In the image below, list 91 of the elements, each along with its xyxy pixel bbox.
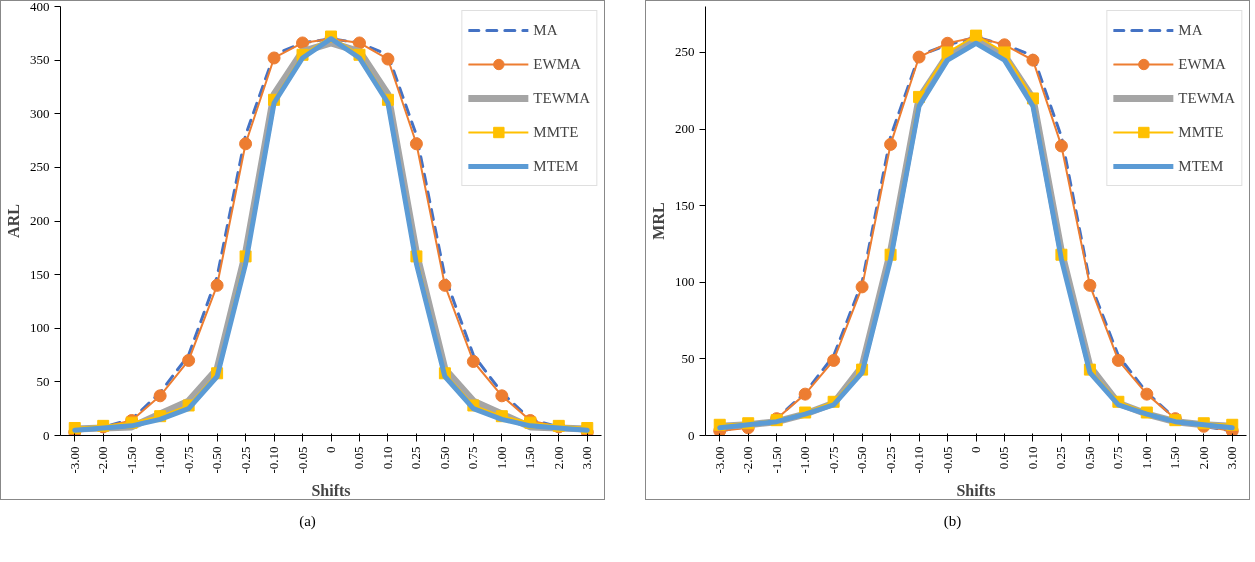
x-tick-label: 1.50 [1167, 446, 1183, 470]
y-tick-label: 200 [675, 121, 695, 137]
legend-label: MMTE [1178, 122, 1224, 142]
x-tick-label: 0.10 [1024, 446, 1040, 470]
point [409, 137, 423, 151]
legend-label: MMTE [533, 122, 579, 142]
point [1054, 139, 1068, 153]
point [153, 389, 167, 403]
y-axis-title: MRL [650, 202, 667, 240]
point [296, 36, 310, 50]
x-tick-label: -2.00 [95, 446, 111, 474]
point [466, 355, 480, 368]
x-tick-label: -1.50 [123, 446, 139, 474]
x-tick-label: -3.00 [66, 446, 82, 474]
y-axis-title: ARL [5, 204, 22, 238]
point [1083, 278, 1097, 292]
y-tick-label: 350 [30, 52, 50, 68]
x-tick-label: 0.50 [436, 446, 452, 470]
x-tick-label: -0.50 [854, 446, 870, 474]
point [855, 280, 869, 294]
point [182, 353, 196, 367]
x-tick-label: 0.75 [465, 446, 481, 470]
y-tick-label: 0 [43, 427, 50, 443]
legend-label: EWMA [1178, 54, 1226, 74]
x-tick-label: 3.00 [579, 446, 595, 470]
text: (b) [943, 512, 962, 531]
point [239, 137, 253, 151]
y-tick-label: 50 [681, 350, 695, 366]
x-tick-label: -3.00 [711, 446, 727, 474]
x-tick-label: -0.10 [266, 446, 282, 474]
point [381, 52, 395, 66]
x-tick-label: 0.25 [1053, 446, 1069, 470]
x-tick-label: 0.75 [1110, 446, 1126, 470]
point [1026, 53, 1040, 67]
y-tick-label: 100 [30, 320, 50, 336]
point [352, 36, 366, 50]
x-tick-label: -0.25 [882, 446, 898, 474]
y-tick-label: 300 [30, 105, 50, 121]
point [495, 389, 509, 403]
point [267, 51, 281, 65]
x-tick-label: -1.50 [768, 446, 784, 474]
y-tick-label: 250 [675, 44, 695, 60]
x-tick-label: -0.50 [209, 446, 225, 474]
y-tick-label: 150 [30, 266, 50, 282]
legend-label: MTEM [533, 156, 579, 176]
x-tick-label: -1.00 [152, 446, 168, 474]
y-tick-label: 100 [675, 274, 695, 290]
x-tick-label: 0.25 [408, 446, 424, 470]
x-tick-label: 0.05 [351, 446, 367, 470]
x-tick-label: 3.00 [1224, 446, 1240, 470]
x-tick-label: 0.10 [379, 446, 395, 470]
x-tick-label: -0.25 [237, 446, 253, 474]
x-tick-label: -0.05 [294, 446, 310, 474]
x-tick-label: 1.50 [522, 446, 538, 470]
legend-label: TEWMA [533, 88, 590, 108]
legend-label: TEWMA [1178, 88, 1235, 108]
text: (a) [299, 512, 316, 531]
x-tick-label: 1.00 [1138, 446, 1154, 470]
x-tick-label: -0.75 [825, 446, 841, 474]
x-tick-label: -0.75 [180, 446, 196, 474]
y-tick-label: 400 [30, 0, 50, 14]
y-tick-label: 200 [30, 213, 50, 228]
x-tick-label: -0.05 [939, 446, 955, 474]
x-tick-label: 2.00 [1195, 446, 1211, 470]
y-tick-label: 250 [30, 159, 50, 175]
y-tick-label: 50 [36, 373, 50, 389]
x-tick-label: 2.00 [550, 446, 566, 470]
x-tick-label: -1.00 [797, 446, 813, 474]
legend-label: MA [1178, 20, 1203, 40]
y-tick-label: 0 [688, 427, 695, 443]
x-tick-label: 0 [323, 446, 338, 453]
legend-label: EWMA [533, 54, 581, 74]
x-tick-label: -0.10 [911, 446, 927, 474]
point [210, 278, 224, 292]
x-axis-title: Shifts [311, 481, 351, 499]
point [438, 278, 452, 292]
legend-label: MA [533, 20, 558, 40]
point [1111, 353, 1125, 367]
y-tick-label: 150 [675, 197, 695, 213]
x-axis-title: Shifts [956, 481, 996, 499]
point [827, 353, 841, 367]
point [884, 137, 898, 151]
point [912, 50, 926, 64]
point [798, 387, 812, 401]
x-tick-label: 0.05 [996, 446, 1012, 470]
x-tick-label: 0.50 [1081, 446, 1097, 470]
x-tick-label: -2.00 [740, 446, 756, 474]
point [1140, 387, 1154, 401]
x-tick-label: 0 [968, 446, 983, 453]
legend-label: MTEM [1178, 156, 1224, 176]
x-tick-label: 1.00 [493, 446, 509, 470]
